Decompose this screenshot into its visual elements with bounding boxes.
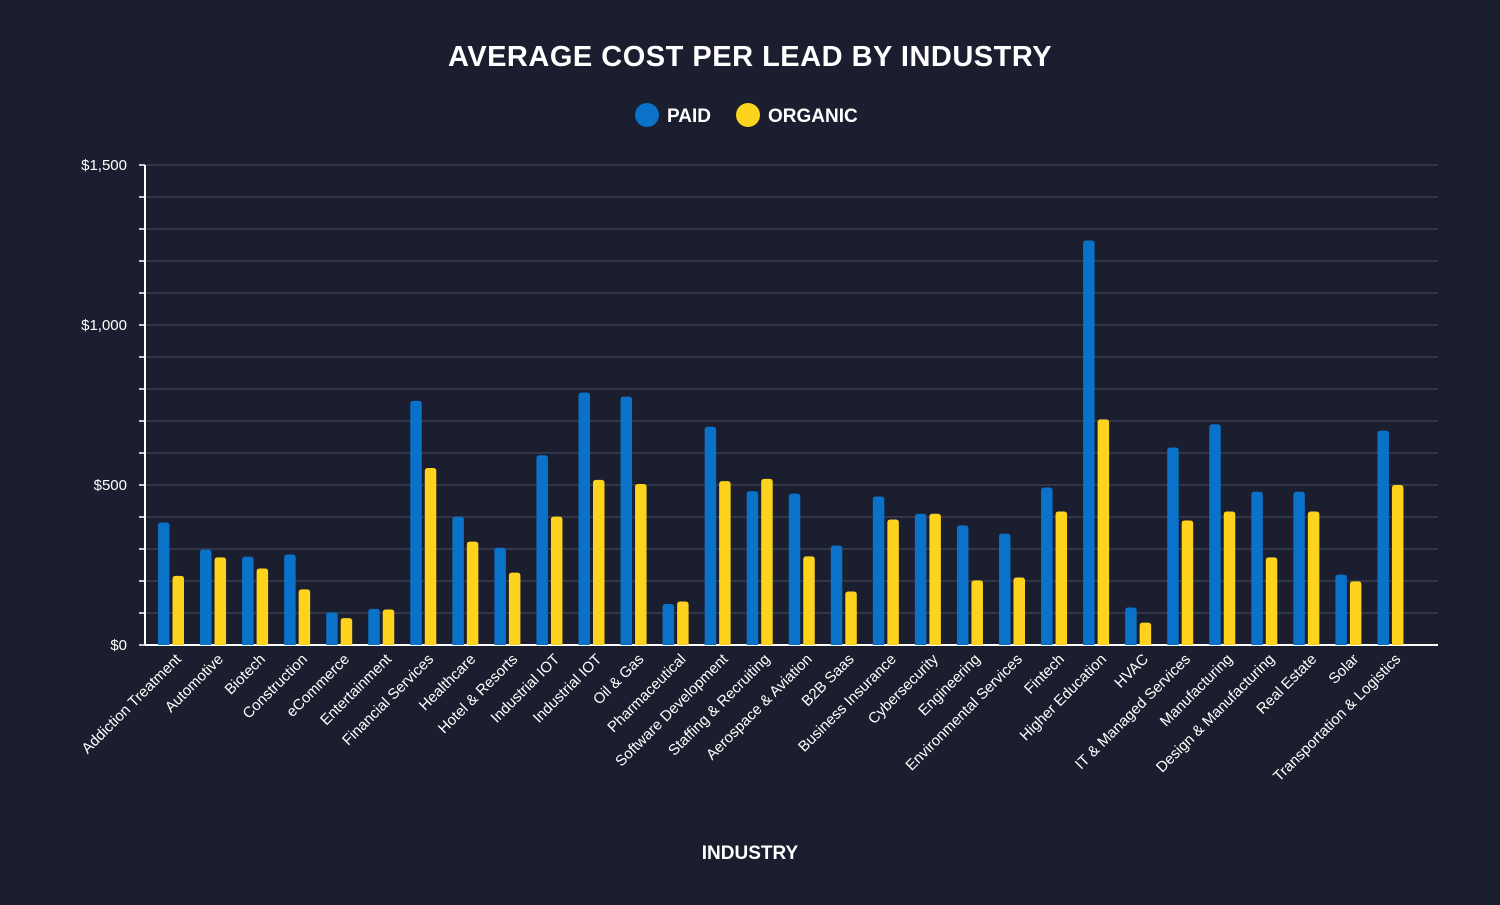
bar-paid-oil-and-gas [620, 396, 633, 645]
category-labels: Addiction TreatmentAutomotiveBiotechCons… [78, 650, 1404, 785]
bar-paid-pharmaceutical [662, 604, 675, 645]
bar-paid-solar [1335, 574, 1347, 645]
bar-paid-fintech [1041, 487, 1053, 645]
bar-paid-real-estate [1293, 491, 1305, 645]
legend-label-organic: ORGANIC [768, 106, 858, 127]
bar-organic-addiction-treatment [172, 575, 184, 645]
bar-paid-industrial-iot [536, 455, 548, 645]
bar-paid-software-development [704, 426, 717, 645]
bar-paid-industrial-iot [578, 392, 590, 645]
bar-organic-business-insurance [887, 519, 899, 645]
bar-paid-engineering [956, 525, 969, 645]
bar-organic-software-development [719, 481, 731, 645]
chart-title: AVERAGE COST PER LEAD BY INDUSTRY [448, 41, 1052, 73]
bar-organic-ecommerce [340, 618, 353, 645]
bars [158, 240, 1404, 645]
bar-paid-manufacturing [1209, 424, 1221, 645]
bar-organic-b2b-saas [845, 591, 857, 645]
bar-organic-real-estate [1307, 511, 1320, 645]
bar-organic-oil-and-gas [635, 484, 647, 645]
bar-organic-healthcare [466, 541, 479, 645]
bar-organic-manufacturing [1223, 511, 1236, 645]
bar-paid-automotive [200, 549, 212, 645]
bar-paid-staffing-and-recruiting [746, 491, 759, 645]
bar-organic-environmental-services [1013, 577, 1025, 645]
bar-paid-aerospace-and-aviation [788, 493, 801, 645]
x-tick-label-manufacturing: Manufacturing [1157, 651, 1236, 730]
bar-paid-higher-education [1083, 240, 1095, 645]
bar-organic-solar [1349, 581, 1362, 645]
x-tick-label-hvac: HVAC [1111, 651, 1152, 692]
bar-organic-pharmaceutical [677, 601, 689, 645]
bar-paid-hvac [1125, 607, 1137, 645]
bar-organic-industrial-iot [593, 479, 605, 645]
bar-paid-hotel-and-resorts [494, 547, 506, 645]
bar-organic-construction [298, 589, 311, 645]
y-tick-label: $1,500 [81, 157, 127, 174]
bar-organic-fintech [1055, 511, 1068, 645]
bar-paid-design-and-manufacturing [1251, 491, 1263, 645]
y-tick-label: $1,000 [81, 317, 127, 334]
bar-paid-cybersecurity [914, 513, 927, 645]
y-tick-label: $500 [94, 477, 127, 494]
bar-paid-transportation-and-logistics [1377, 430, 1389, 645]
bar-organic-staffing-and-recruiting [761, 478, 773, 645]
bar-organic-engineering [971, 580, 983, 645]
bar-organic-higher-education [1097, 419, 1110, 645]
bar-organic-financial-services [424, 468, 437, 645]
bar-organic-hotel-and-resorts [508, 572, 521, 645]
x-axis-title: INDUSTRY [702, 843, 799, 864]
bar-paid-business-insurance [872, 496, 885, 645]
bar-paid-environmental-services [999, 533, 1011, 645]
bar-organic-entertainment [382, 609, 395, 645]
legend-swatch-paid [635, 103, 659, 127]
bar-paid-financial-services [410, 400, 422, 645]
x-tick-label-solar: Solar [1325, 651, 1362, 688]
bar-organic-biotech [256, 568, 269, 645]
bar-organic-aerospace-and-aviation [803, 556, 815, 645]
bar-paid-it-and-managed-services [1167, 447, 1179, 645]
bar-organic-it-and-managed-services [1181, 520, 1194, 645]
bar-organic-automotive [214, 557, 227, 645]
bar-paid-biotech [242, 556, 254, 645]
legend-label-paid: PAID [667, 106, 711, 127]
bar-paid-healthcare [452, 516, 464, 645]
bar-organic-cybersecurity [929, 513, 941, 645]
bar-paid-b2b-saas [830, 545, 843, 645]
y-tick-label: $0 [110, 637, 127, 654]
legend: PAID ORGANIC [635, 103, 858, 127]
bar-paid-ecommerce [326, 612, 338, 645]
bar-paid-construction [284, 554, 296, 645]
bar-organic-industrial-iot [550, 516, 563, 645]
legend-swatch-organic [736, 103, 760, 127]
bar-organic-design-and-manufacturing [1265, 557, 1278, 645]
bar-organic-transportation-and-logistics [1391, 485, 1404, 645]
gridlines [145, 164, 1438, 614]
bar-paid-entertainment [368, 608, 380, 645]
bar-paid-addiction-treatment [158, 522, 170, 645]
bar-organic-hvac [1139, 622, 1152, 645]
